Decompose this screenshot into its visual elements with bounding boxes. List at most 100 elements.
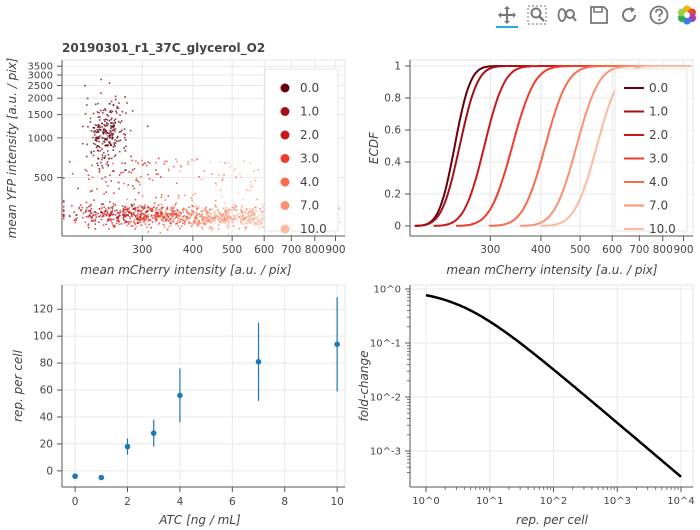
scatter-point — [121, 110, 124, 113]
scatter-point — [130, 213, 133, 216]
scatter-point — [188, 222, 190, 225]
scatter-point — [161, 206, 164, 209]
scatter-point — [109, 174, 111, 176]
y-tick-label: 0.6 — [384, 125, 401, 137]
scatter-point — [148, 162, 151, 164]
scatter-point — [164, 199, 167, 201]
scatter-point — [246, 219, 248, 222]
scatter-point — [223, 219, 226, 221]
scatter-point — [103, 157, 106, 160]
scatter-point — [92, 214, 94, 217]
reset-tool-button[interactable] — [618, 4, 640, 26]
help-tool-button[interactable] — [648, 4, 670, 26]
scatter-point — [205, 209, 208, 212]
scatter-point — [193, 206, 195, 208]
scatter-point — [94, 139, 97, 141]
scatter-point — [258, 218, 261, 221]
scatter-point — [217, 210, 220, 213]
scatter-point — [224, 202, 226, 204]
scatter-point — [92, 154, 95, 157]
scatter-point — [105, 191, 108, 193]
scatter-point — [96, 124, 98, 127]
scatter-point — [231, 217, 234, 220]
scatter-point — [163, 215, 165, 217]
scatter-point — [89, 215, 91, 218]
scatter-point — [226, 217, 228, 220]
scatter-point — [211, 217, 213, 220]
curve-line — [425, 293, 682, 478]
scatter-point — [103, 141, 106, 143]
scatter-point — [146, 125, 149, 128]
scatter-point — [233, 207, 235, 209]
scatter-point — [110, 118, 112, 121]
scatter-point — [225, 220, 227, 222]
scatter-point — [98, 119, 101, 121]
scatter-point — [153, 214, 156, 216]
scatter-point — [145, 214, 148, 217]
y-tick-label: 3000 — [28, 71, 53, 82]
scatter-point — [156, 215, 159, 218]
scatter-point — [112, 149, 115, 151]
scatter-point — [258, 214, 260, 216]
scatter-point — [146, 220, 149, 223]
scatter-point — [101, 158, 103, 161]
scatter-point — [243, 211, 246, 214]
scatter-point — [140, 217, 143, 220]
scatter-point — [156, 218, 159, 221]
scatter-point — [112, 205, 114, 208]
scatter-point — [215, 206, 217, 208]
scatter-point — [123, 219, 126, 221]
scatter-point — [134, 215, 137, 217]
scatter-point — [151, 217, 154, 219]
scatter-point — [120, 223, 123, 225]
scatter-point — [118, 220, 121, 223]
scatter-point — [142, 163, 145, 165]
legend: 0.0 1.0 2.0 3.0 4.0 7.0 10.0 — [264, 68, 339, 236]
legend-marker — [280, 224, 290, 234]
scatter-point — [123, 213, 125, 215]
scatter-point — [98, 125, 101, 127]
scatter-point — [167, 195, 170, 197]
scatter-point — [75, 214, 78, 216]
scatter-point — [128, 207, 131, 209]
scatter-point — [100, 92, 102, 94]
scatter-point — [96, 131, 99, 133]
scatter-point — [163, 217, 166, 220]
scatter-point — [183, 215, 186, 217]
panel-fold-change[interactable]: 10^0 10^1 10^2 10^3 10^410^010^-110^-210^-3 … — [357, 284, 695, 528]
scatter-point — [225, 213, 228, 216]
scatter-point — [169, 212, 172, 215]
scatter-point — [239, 173, 241, 175]
scatter-point — [201, 211, 204, 213]
scatter-point — [187, 163, 189, 165]
scatter-point — [96, 188, 98, 190]
scatter-point — [221, 179, 224, 181]
scatter-point — [196, 213, 199, 216]
pan-tool-button[interactable] — [496, 4, 518, 28]
scatter-point — [95, 131, 98, 134]
y-tick-label: 20 — [40, 438, 53, 450]
scatter-point — [196, 217, 199, 219]
scatter-point — [114, 118, 117, 120]
scatter-point — [168, 218, 171, 220]
save-tool-button[interactable] — [588, 4, 610, 26]
scatter-point — [131, 110, 134, 112]
wheel-zoom-tool-button[interactable] — [556, 4, 578, 26]
scatter-point — [96, 111, 99, 113]
scatter-point — [108, 213, 110, 216]
scatter-point — [111, 125, 114, 128]
panel-intensity-scatter[interactable]: 20190301_r1_37C_glycerol_O2 300 400 500 600… — [5, 41, 346, 277]
scatter-point — [129, 217, 132, 220]
scatter-point — [101, 216, 104, 218]
box-zoom-tool-button[interactable] — [526, 4, 548, 26]
scatter-point — [203, 218, 205, 221]
scatter-point — [241, 215, 244, 218]
scatter-point — [203, 223, 206, 226]
scatter-point — [154, 208, 157, 210]
scatter-point — [117, 107, 120, 109]
scatter-point — [164, 216, 166, 218]
panel-ecdf[interactable]: 300 400 500 600 700 800 900 0 0.2 0.4 0.6 0.8 1 0.0 1… — [367, 59, 694, 277]
scatter-point — [113, 143, 116, 146]
scatter-point — [103, 211, 106, 213]
